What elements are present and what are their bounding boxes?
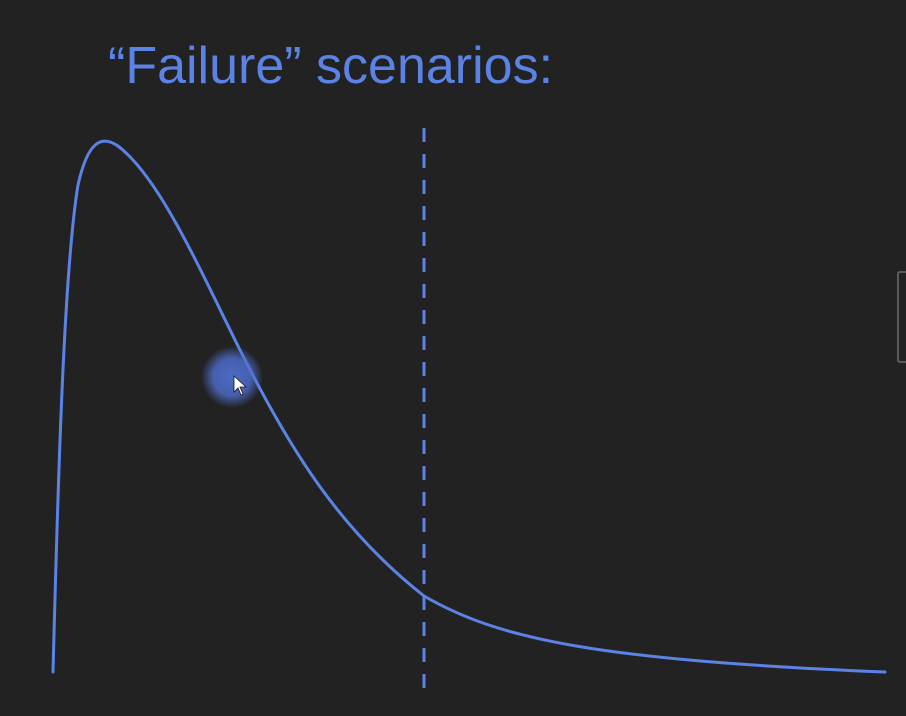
cursor-highlight-icon: [201, 346, 263, 408]
distribution-curve: [51, 139, 887, 674]
side-panel-handle[interactable]: [897, 271, 906, 363]
arrow-cursor-icon: [233, 375, 248, 396]
slide-title: “Failure” scenarios:: [108, 37, 554, 95]
